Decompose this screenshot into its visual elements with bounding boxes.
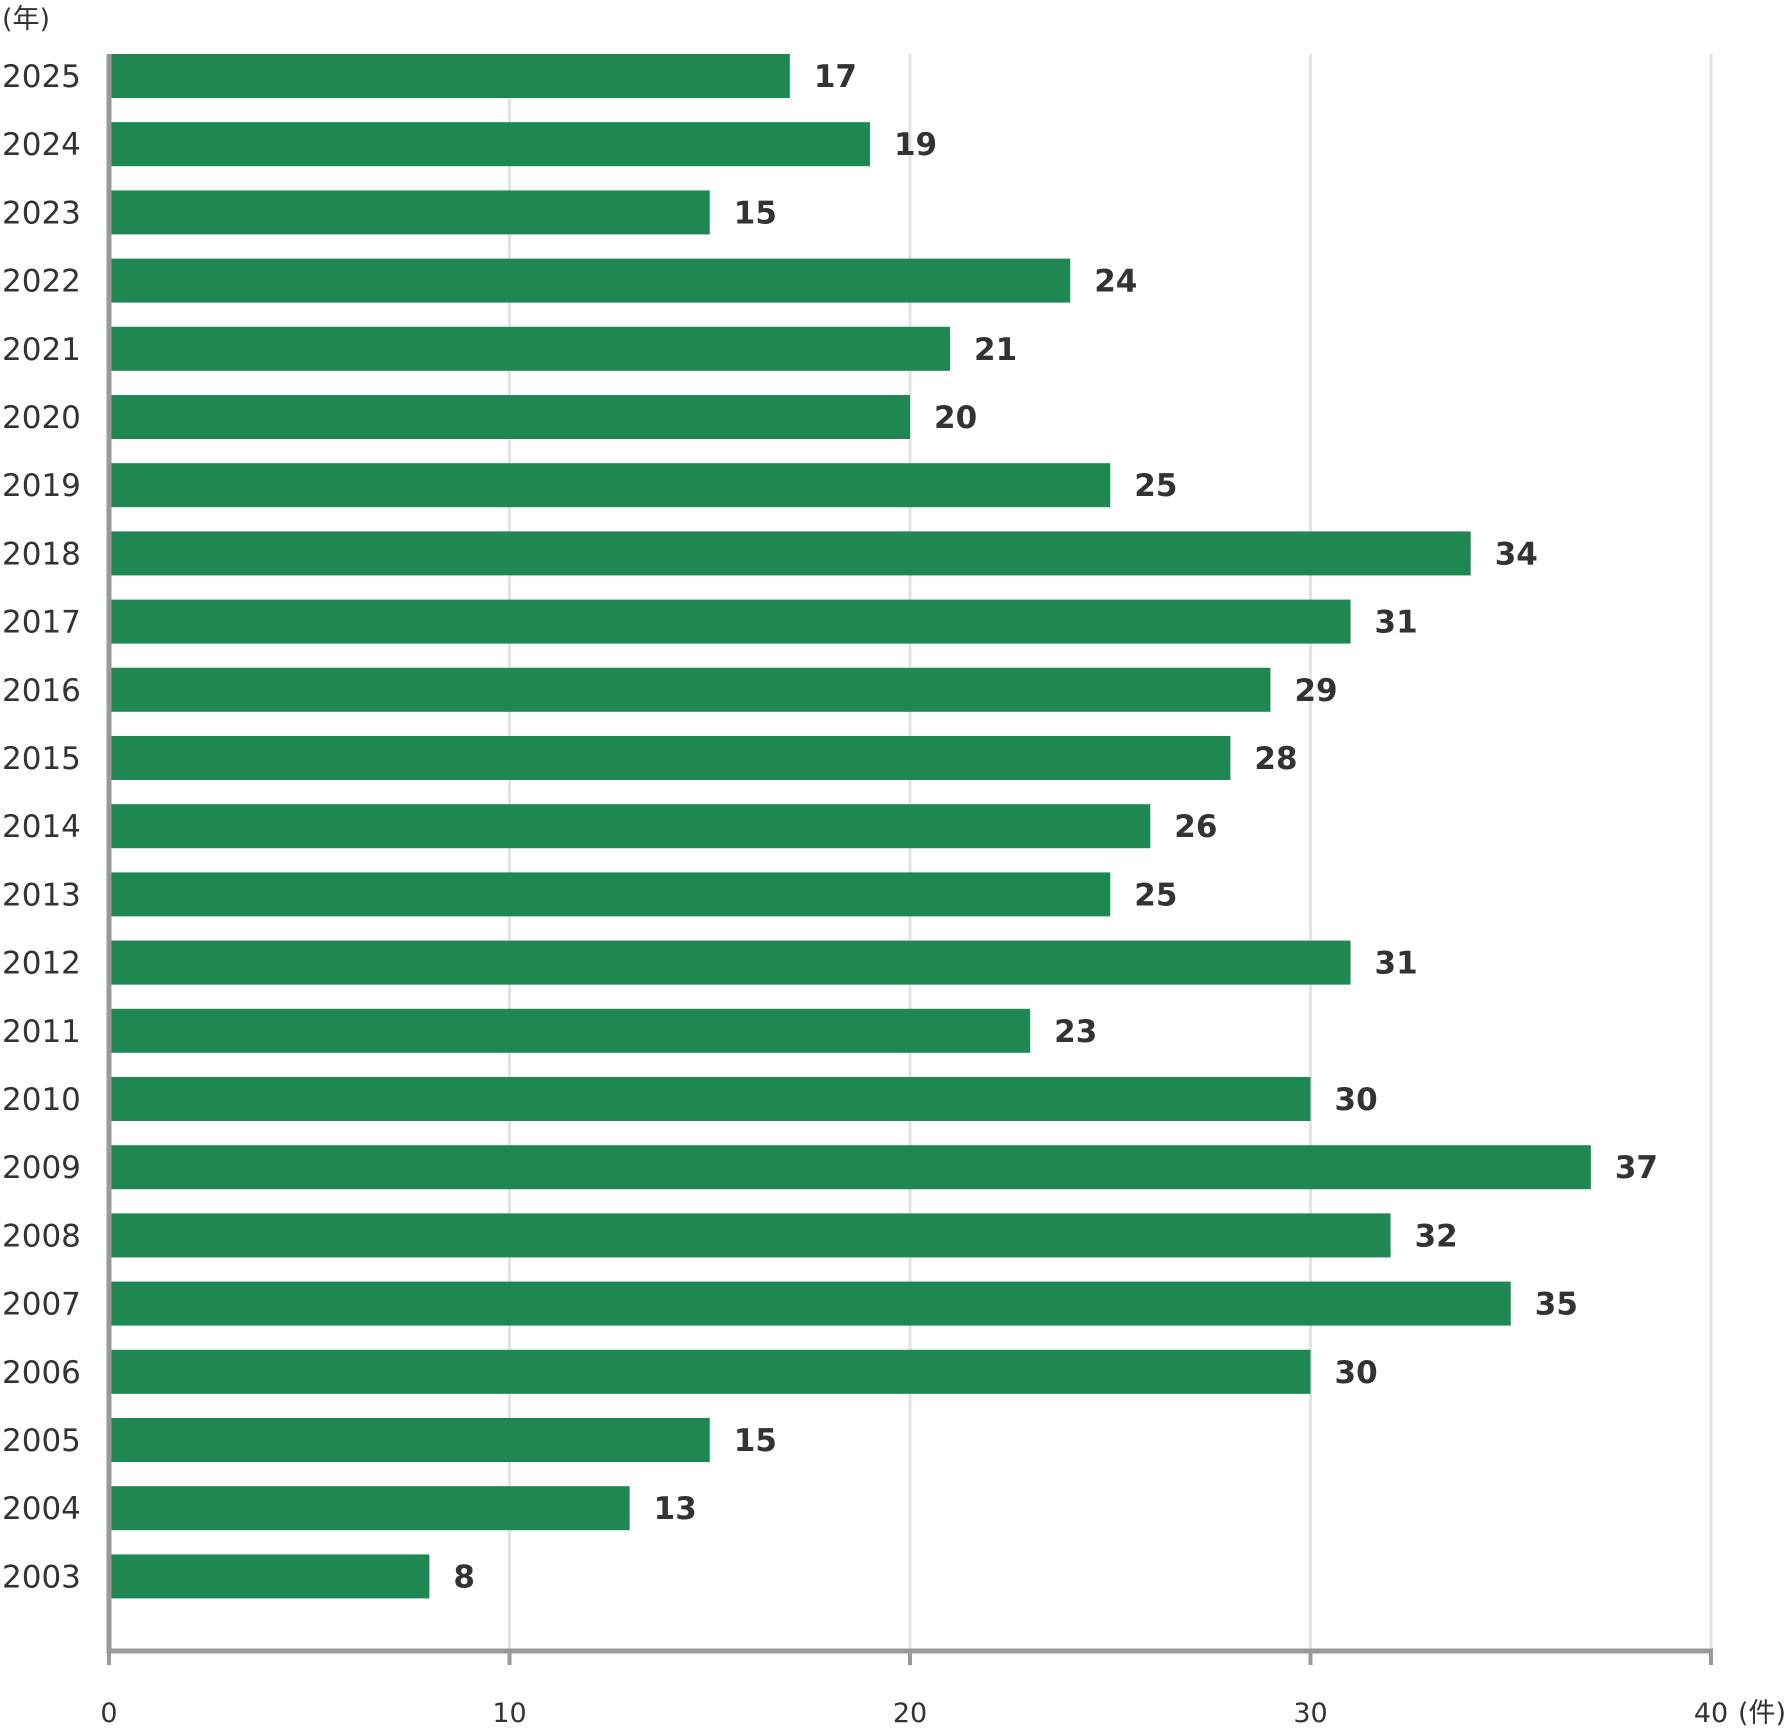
y-tick-label: 2025 xyxy=(2,59,81,95)
bar xyxy=(109,1077,1311,1121)
bar xyxy=(109,1349,1311,1394)
data-label: 15 xyxy=(734,1423,777,1459)
y-tick-label: 2003 xyxy=(2,1559,81,1595)
y-tick-label: 2009 xyxy=(2,1150,81,1186)
bar xyxy=(109,54,790,98)
bar xyxy=(109,1281,1511,1326)
data-label: 28 xyxy=(1254,741,1297,777)
bar xyxy=(109,872,1111,917)
bar xyxy=(109,940,1351,985)
data-label: 31 xyxy=(1375,605,1418,641)
y-tick-label: 2021 xyxy=(2,332,81,368)
data-label: 13 xyxy=(654,1491,697,1527)
bar xyxy=(109,1486,630,1531)
bar xyxy=(109,258,1071,303)
bar xyxy=(109,1554,430,1599)
bar xyxy=(109,1008,1031,1053)
bar xyxy=(109,667,1271,712)
data-label: 26 xyxy=(1174,809,1217,845)
bar xyxy=(109,531,1471,576)
x-tick-label: 40 xyxy=(1694,1698,1728,1729)
data-label: 19 xyxy=(894,127,937,163)
y-tick-label: 2008 xyxy=(2,1218,81,1254)
x-tick-label: 20 xyxy=(893,1698,927,1729)
y-tick-label: 2012 xyxy=(2,946,81,982)
bar xyxy=(109,1418,710,1462)
bar xyxy=(109,736,1231,780)
y-tick-label: 2014 xyxy=(2,809,81,845)
axes xyxy=(106,54,1713,1665)
x-unit-label: (件) xyxy=(1738,1698,1786,1729)
data-label: 15 xyxy=(734,195,777,231)
bars xyxy=(109,54,1591,1599)
bar xyxy=(109,122,870,167)
y-tick-label: 2005 xyxy=(2,1423,81,1459)
y-tick-label: 2017 xyxy=(2,605,81,641)
y-tick-label: 2023 xyxy=(2,195,81,231)
x-tick-label: 30 xyxy=(1293,1698,1327,1729)
data-label: 30 xyxy=(1335,1355,1378,1391)
data-label: 17 xyxy=(814,59,857,95)
data-label: 31 xyxy=(1375,946,1418,982)
data-label: 20 xyxy=(934,400,977,436)
data-label: 21 xyxy=(974,332,1017,368)
x-tick-label: 10 xyxy=(492,1698,526,1729)
y-tick-label: 2013 xyxy=(2,877,81,913)
bar xyxy=(109,190,710,235)
bar xyxy=(109,1213,1391,1258)
bar xyxy=(109,463,1111,508)
y-tick-label: 2018 xyxy=(2,536,81,572)
y-tick-label: 2024 xyxy=(2,127,81,163)
y-tick-label: 2010 xyxy=(2,1082,81,1118)
y-tick-label: 2022 xyxy=(2,264,81,300)
data-label: 35 xyxy=(1535,1287,1578,1323)
data-label: 8 xyxy=(453,1559,475,1595)
y-tick-label: 2007 xyxy=(2,1287,81,1323)
x-tick-label: 0 xyxy=(100,1698,117,1729)
bar xyxy=(109,326,951,371)
data-label: 32 xyxy=(1415,1218,1458,1254)
y-tick-label: 2015 xyxy=(2,741,81,777)
data-label: 25 xyxy=(1134,468,1177,504)
data-label: 25 xyxy=(1134,877,1177,913)
bar xyxy=(109,1145,1591,1190)
bar xyxy=(109,804,1151,849)
y-tick-label: 2020 xyxy=(2,400,81,436)
data-label: 34 xyxy=(1495,536,1538,572)
y-tick-label: 2011 xyxy=(2,1014,81,1050)
data-label: 29 xyxy=(1294,673,1337,709)
bar xyxy=(109,395,910,439)
y-unit-label: (年) xyxy=(2,4,50,35)
y-tick-label: 2004 xyxy=(2,1491,81,1527)
data-label: 23 xyxy=(1054,1014,1097,1050)
y-tick-label: 2016 xyxy=(2,673,81,709)
data-label: 24 xyxy=(1094,264,1137,300)
bar xyxy=(109,599,1351,644)
y-tick-label: 2006 xyxy=(2,1355,81,1391)
y-tick-label: 2019 xyxy=(2,468,81,504)
data-label: 30 xyxy=(1335,1082,1378,1118)
data-label: 37 xyxy=(1615,1150,1658,1186)
